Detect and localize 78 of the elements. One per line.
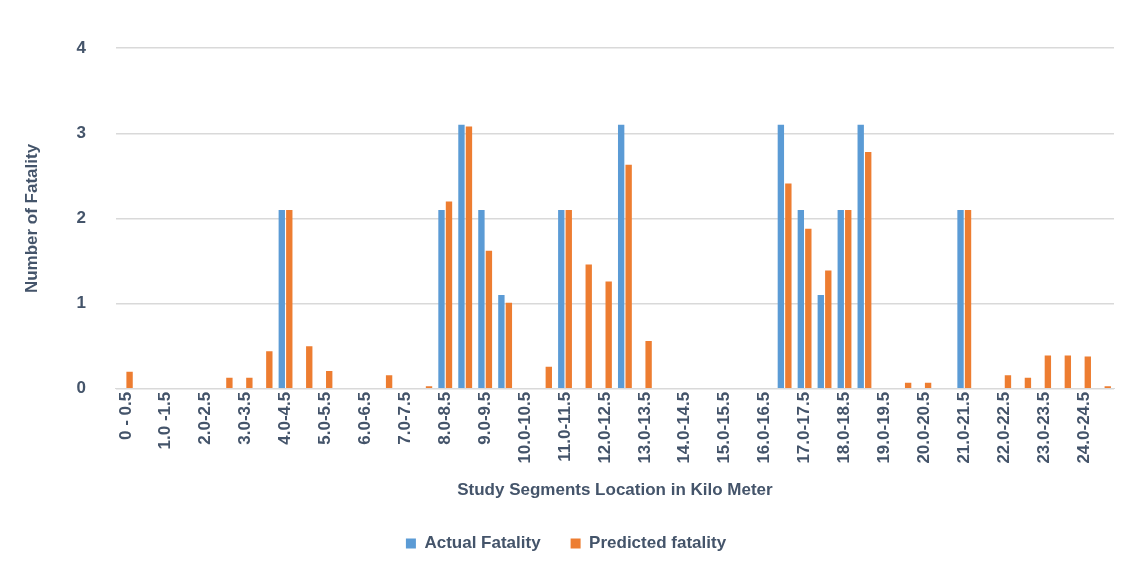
x-tick-label: 21.0-21.5 bbox=[953, 391, 973, 464]
bar bbox=[797, 209, 805, 389]
x-tick-label: 16.0-16.5 bbox=[754, 391, 774, 464]
bar bbox=[1064, 355, 1072, 389]
bar bbox=[964, 209, 972, 389]
bar bbox=[1004, 375, 1012, 389]
bar bbox=[545, 366, 552, 389]
x-tick-label: 10.0-10.5 bbox=[514, 391, 534, 464]
bar bbox=[126, 371, 133, 389]
bar bbox=[226, 377, 233, 389]
x-tick-label: 22.0-22.5 bbox=[993, 391, 1013, 464]
x-tick-label: 7.0-7.5 bbox=[395, 391, 414, 445]
x-tick-label: 5.0-5.5 bbox=[315, 391, 335, 445]
x-tick-label: 6.0-6.5 bbox=[355, 391, 375, 445]
y-axis-title: Number of Fatality bbox=[21, 143, 41, 294]
x-tick-label: 17.0-17.5 bbox=[794, 391, 814, 464]
x-tick-label: 0 - 0.5 bbox=[115, 391, 135, 440]
bar bbox=[326, 370, 333, 389]
bar bbox=[817, 295, 824, 389]
bar bbox=[565, 209, 572, 389]
bar bbox=[957, 209, 964, 389]
x-tick-label: 9.0-9.5 bbox=[474, 391, 494, 445]
x-tick-label: 3.0-3.5 bbox=[235, 391, 255, 445]
x-tick-label: 11.0-11.5 bbox=[554, 391, 574, 462]
y-tick-label: 3 bbox=[76, 123, 86, 143]
bar bbox=[645, 341, 652, 389]
bar bbox=[825, 270, 832, 389]
bar bbox=[278, 209, 285, 389]
bar bbox=[438, 209, 445, 389]
y-tick-label: 1 bbox=[76, 293, 86, 313]
bar bbox=[1024, 377, 1032, 389]
bar bbox=[924, 382, 932, 389]
bar bbox=[785, 183, 792, 389]
x-tick-label: 1.0 -1.5 bbox=[155, 391, 175, 450]
x-tick-label: 23.0-23.5 bbox=[1033, 391, 1053, 464]
x-axis-title: Study Segments Location in Kilo Meter bbox=[457, 480, 774, 500]
bar bbox=[445, 201, 453, 389]
y-tick-label: 4 bbox=[76, 37, 87, 57]
y-tick-label: 0 bbox=[76, 378, 86, 398]
bar bbox=[465, 126, 473, 389]
bar bbox=[845, 209, 852, 389]
bar bbox=[385, 375, 393, 389]
x-tick-label: 12.0-12.5 bbox=[594, 391, 614, 464]
bar bbox=[485, 250, 493, 389]
x-tick-label: 18.0-18.5 bbox=[834, 391, 854, 464]
x-tick-label: 15.0-15.5 bbox=[714, 391, 734, 464]
bar bbox=[904, 382, 912, 389]
bar bbox=[865, 152, 872, 389]
x-tick-label: 24.0-24.5 bbox=[1073, 391, 1093, 464]
bar bbox=[498, 295, 505, 389]
x-tick-label: 4.0-4.5 bbox=[275, 391, 295, 445]
bar bbox=[837, 209, 844, 389]
bar bbox=[1084, 356, 1091, 389]
bar bbox=[1044, 355, 1052, 389]
legend-label: Predicted fatality bbox=[589, 533, 727, 553]
bar bbox=[585, 264, 592, 389]
bar bbox=[505, 302, 513, 389]
y-tick-label: 2 bbox=[76, 208, 86, 228]
bar bbox=[266, 351, 273, 389]
bar bbox=[605, 281, 612, 389]
bar bbox=[625, 164, 632, 389]
x-tick-label: 2.0-2.5 bbox=[195, 391, 215, 445]
bar bbox=[306, 346, 313, 389]
bar bbox=[805, 228, 812, 389]
x-tick-label: 13.0-13.5 bbox=[634, 391, 654, 464]
x-tick-label: 20.0-20.5 bbox=[914, 391, 934, 464]
bar bbox=[246, 377, 253, 389]
bar bbox=[857, 124, 864, 389]
legend-label: Actual Fatality bbox=[424, 533, 542, 553]
x-tick-label: 19.0-19.5 bbox=[874, 391, 894, 464]
bar bbox=[286, 209, 293, 389]
x-tick-label: 14.0-14.5 bbox=[674, 391, 694, 464]
bar bbox=[458, 124, 465, 389]
bar bbox=[617, 124, 625, 389]
bar bbox=[478, 209, 485, 389]
x-tick-label: 8.0-8.5 bbox=[434, 391, 454, 445]
bar bbox=[558, 209, 565, 389]
bar bbox=[777, 124, 785, 389]
